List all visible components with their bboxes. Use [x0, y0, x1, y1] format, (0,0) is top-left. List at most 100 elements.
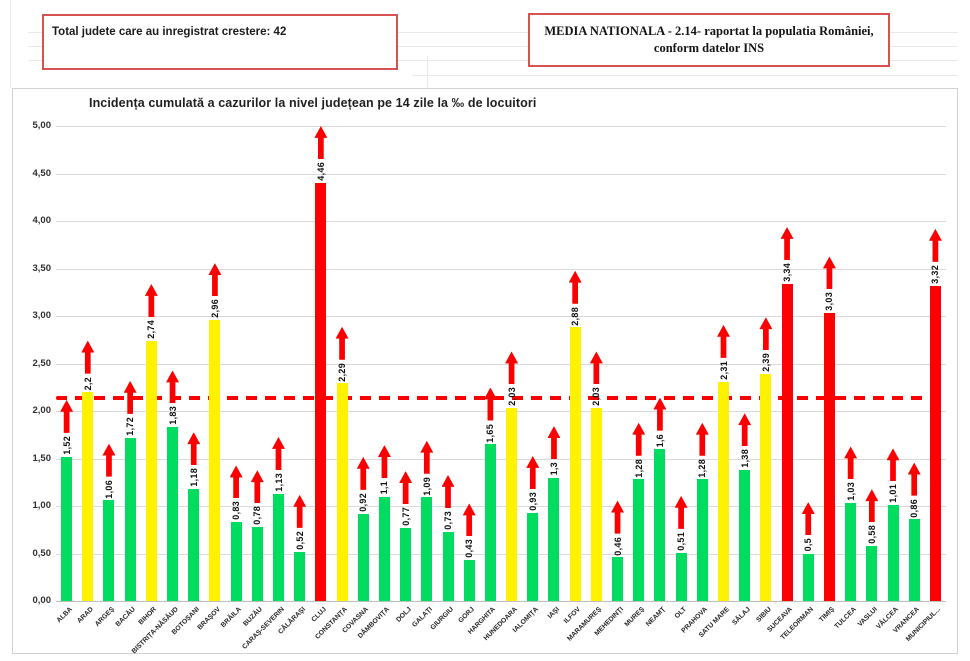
national-average-box: MEDIA NATIONALA - 2.14- raportat la popu…	[528, 13, 890, 67]
sheet-gridline	[412, 75, 958, 76]
bar-BUZĂU	[251, 526, 263, 601]
bar-column-VASLUI: 0,58	[861, 126, 883, 601]
bar-column-CONSTANȚA: 2,29	[331, 126, 353, 601]
bar-value-label: 0,73	[443, 510, 454, 530]
increase-up-arrow-icon	[102, 443, 116, 477]
increase-up-arrow-icon	[505, 351, 519, 385]
gridline-4,50	[56, 173, 946, 175]
increase-up-arrow-icon	[822, 256, 836, 290]
bar-value-label: 1,3	[548, 462, 559, 476]
bar-value-label: 1,72	[125, 416, 136, 436]
bar-value-label: 0,83	[231, 501, 242, 521]
bar-value-label: 2,96	[209, 299, 220, 318]
bar-column-TULCEA: 1,03	[840, 126, 862, 601]
bar-column-SUCEAVA: 3,34	[776, 126, 798, 601]
bar-column-GIURGIU: 0,73	[437, 126, 459, 601]
y-axis-tick-label: 0,50	[32, 547, 52, 559]
bar-value-label: 0,77	[400, 507, 411, 526]
increase-up-arrow-icon	[293, 494, 307, 528]
gridline-3,00	[56, 316, 946, 317]
bar-column-BIHOR: 2,74	[140, 126, 162, 601]
y-axis-tick-label: 3,00	[32, 310, 52, 321]
bar-TIMIȘ	[823, 313, 835, 601]
increase-up-arrow-icon	[229, 465, 243, 499]
bar-column-PRAHOVA: 1,28	[691, 126, 713, 601]
bar-COVASNA	[357, 513, 369, 601]
bar-column-CĂLĂRAȘI: 0,52	[289, 126, 311, 601]
bar-NEAMȚ	[654, 449, 666, 601]
bar-VASLUI	[866, 545, 878, 601]
gridline-1,00	[56, 506, 946, 507]
increase-up-arrow-icon	[886, 448, 900, 482]
increase-up-arrow-icon	[928, 228, 942, 262]
bar-value-label: 1,09	[421, 476, 432, 496]
bar-value-label: 1,65	[485, 423, 496, 443]
bar-column-HUNEDOARA: 2,03	[501, 126, 523, 601]
bar-value-label: 1,38	[739, 449, 750, 468]
bar-value-label: 2,88	[570, 306, 581, 326]
bar-DÂMBOVIȚA	[378, 496, 390, 601]
bar-value-label: 0,43	[464, 539, 475, 559]
bar-SUCEAVA	[781, 283, 793, 601]
increase-up-arrow-icon	[759, 317, 773, 351]
bar-column-BISTRIȚA-NĂSĂUD: 1,83	[162, 126, 184, 601]
bar-value-label: 0,58	[866, 525, 877, 544]
increase-up-arrow-icon	[632, 422, 646, 456]
bar-column-BRAȘOV: 2,96	[204, 126, 226, 601]
national-average-line1: MEDIA NATIONALA - 2.14- raportat la popu…	[544, 24, 874, 39]
bar-value-label: 1,6	[654, 433, 665, 447]
increase-up-arrow-icon	[60, 399, 74, 433]
increase-up-arrow-icon	[865, 489, 879, 523]
bar-TULCEA	[845, 503, 857, 601]
bar-VÂLCEA	[887, 505, 899, 601]
bar-column-ALBA: 1,52	[56, 126, 78, 601]
bar-BRAȘOV	[209, 319, 221, 601]
bar-value-label: 2,74	[146, 319, 157, 339]
increase-up-arrow-icon	[208, 263, 222, 297]
increase-up-arrow-icon	[272, 436, 285, 470]
bar-value-label: 0,86	[909, 498, 920, 518]
bar-column-VRANCEA: 0,86	[903, 126, 925, 601]
bar-CLUJ	[315, 182, 327, 601]
bar-value-label: 0,78	[252, 506, 263, 525]
y-axis-tick-label: 5,00	[32, 120, 52, 131]
bar-column-BRĂILA: 0,83	[225, 126, 247, 601]
bar-SĂLAJ	[739, 469, 751, 601]
bar-column-SĂLAJ: 1,38	[734, 126, 756, 601]
increase-up-arrow-icon	[738, 413, 752, 447]
bar-column-VÂLCEA: 1,01	[882, 126, 904, 601]
increase-up-arrow-icon	[377, 445, 391, 479]
bar-value-label: 2,2	[82, 376, 93, 390]
sheet-gridline	[28, 32, 958, 33]
bar-SIBIU	[760, 373, 772, 601]
bar-value-label: 2,29	[337, 362, 348, 382]
total-counties-increase-text: Total judete care au inregistrat crester…	[52, 26, 287, 38]
bar-column-CARAȘ-SEVERIN: 1,13	[268, 126, 290, 601]
bar-column-ARAD: 2,2	[77, 126, 99, 601]
bar-value-label: 2,03	[506, 387, 517, 407]
bar-PRAHOVA	[696, 479, 708, 601]
bar-column-SIBIU: 2,39	[755, 126, 777, 601]
bar-value-label: 1,06	[103, 479, 114, 499]
increase-up-arrow-icon	[123, 380, 137, 414]
bar-column-ILFOV: 2,88	[564, 126, 586, 601]
increase-up-arrow-icon	[314, 126, 328, 159]
increase-up-arrow-icon	[399, 471, 413, 505]
y-axis-tick-label: 4,00	[32, 215, 52, 226]
bar-column-SATU MARE: 2,31	[713, 126, 735, 601]
total-counties-increase-box: Total judete care au inregistrat crester…	[42, 14, 398, 70]
increase-up-arrow-icon	[717, 324, 730, 358]
bar-column-BOTOȘANI: 1,18	[183, 126, 205, 601]
bar-column-NEAMȚ: 1,6	[649, 126, 671, 601]
bar-OLT	[675, 552, 687, 601]
increase-up-arrow-icon	[250, 470, 264, 504]
increase-up-arrow-icon	[81, 340, 95, 374]
increase-up-arrow-icon	[144, 283, 158, 317]
bar-value-label: 1,01	[888, 484, 899, 504]
bar-column-ARGEȘ: 1,06	[98, 126, 120, 601]
increase-up-arrow-icon	[420, 440, 434, 474]
bar-column-DOLJ: 0,77	[395, 126, 417, 601]
increase-up-arrow-icon	[547, 426, 561, 460]
bar-ILFOV	[569, 327, 581, 601]
